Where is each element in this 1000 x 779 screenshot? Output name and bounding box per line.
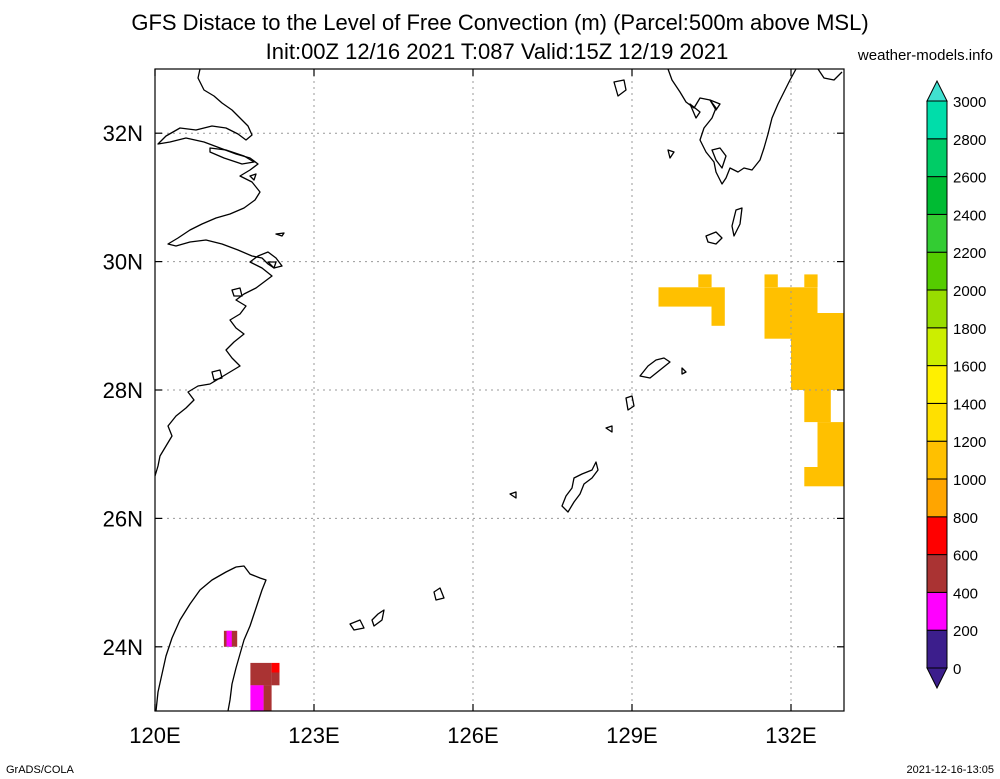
field-cell-3 — [764, 274, 778, 288]
colorbar-bin-4 — [926, 478, 948, 518]
coastlines — [154, 68, 843, 712]
colorbar-bin-0 — [926, 629, 948, 669]
field-cell-6 — [791, 313, 844, 390]
chart-title-line1: GFS Distace to the Level of Free Convect… — [131, 10, 868, 35]
coastline-tanegashima — [731, 207, 743, 237]
field-cell-2 — [711, 287, 725, 326]
coastline-kerama — [509, 491, 517, 499]
coastline-okinoerabu — [605, 425, 613, 433]
field-layer — [223, 274, 845, 711]
colorbar-label-12: 2400 — [953, 207, 986, 224]
coastline-amami — [639, 357, 687, 379]
colorbar-label-3: 600 — [953, 548, 978, 565]
colorbar-label-15: 3000 — [953, 94, 986, 111]
colorbar-bin-9 — [926, 289, 948, 329]
y-tick-label-4: 32N — [103, 121, 143, 146]
colorbar-label-11: 2200 — [953, 245, 986, 262]
colorbar-bin-10 — [926, 251, 948, 291]
coastline-miyako — [433, 587, 445, 601]
colorbar-bin-11 — [926, 213, 948, 253]
site-credit: weather-models.info — [857, 47, 993, 64]
colorbar-label-10: 2000 — [953, 283, 986, 300]
field-cell-0 — [658, 287, 712, 307]
field-cell-1 — [698, 274, 712, 288]
coastline-tokunoshima — [625, 395, 635, 411]
colorbar-label-6: 1200 — [953, 434, 986, 451]
field-cell-15 — [250, 685, 264, 711]
coastline-kyushu-bays — [689, 99, 727, 169]
colorbar-bin-8 — [926, 327, 948, 367]
colorbar-bin-12 — [926, 176, 948, 215]
colorbar-label-2: 400 — [953, 585, 978, 602]
coastline-taiwan — [155, 565, 267, 712]
colorbar-bin-13 — [926, 138, 948, 178]
colorbar: 0 200 400 600 800 1000 1200 1400 1600 1800 2000 220… — [926, 79, 986, 690]
field-cell-12 — [250, 662, 272, 686]
colorbar-label-9: 1800 — [953, 321, 986, 338]
x-tick-label-1: 123E — [288, 723, 339, 748]
colorbar-bin-2 — [926, 554, 948, 593]
x-tick-label-4: 132E — [765, 723, 816, 748]
chart-title-line2: Init:00Z 12/16 2021 T:087 Valid:15Z 12/1… — [266, 39, 729, 64]
coastline-okinawa — [561, 461, 599, 513]
field-cell-13 — [271, 672, 280, 686]
colorbar-bin-7 — [926, 365, 948, 404]
field-cell-11 — [226, 630, 232, 647]
coastline-yakushima — [705, 231, 723, 245]
coastline-shikoku-edge — [817, 68, 843, 81]
colorbar-bin-14 — [926, 100, 948, 140]
field-cell-16 — [263, 685, 272, 711]
field-cell-4 — [804, 274, 818, 288]
field-cell-7 — [804, 390, 831, 423]
colorbar-bin-1 — [926, 591, 948, 631]
colorbar-min-arrow — [926, 667, 948, 690]
coastline-goto — [613, 79, 675, 159]
colorbar-label-0: 0 — [953, 661, 961, 678]
x-tick-label-2: 126E — [447, 723, 498, 748]
colorbar-label-8: 1600 — [953, 359, 986, 376]
field-cell-14 — [271, 662, 280, 673]
y-tick-label-3: 30N — [103, 250, 143, 275]
y-tick-label-1: 26N — [103, 506, 143, 531]
colorbar-label-1: 200 — [953, 623, 978, 640]
coastline-kyushu — [667, 68, 797, 185]
x-tick-label-0: 120E — [129, 723, 180, 748]
colorbar-label-13: 2600 — [953, 170, 986, 187]
field-cell-9 — [804, 467, 845, 487]
coastline-iriomote — [349, 619, 365, 631]
axis-ticks: 120E 123E 126E 129E 132E 24N 26N 28N 30N 32N — [103, 69, 844, 748]
y-tick-label-2: 28N — [103, 378, 143, 403]
colorbar-label-7: 1400 — [953, 396, 986, 413]
coastline-zhoushan — [267, 232, 285, 269]
coastline-china-islands — [211, 173, 257, 381]
footer-right: 2021-12-16-13:05 — [907, 764, 994, 776]
colorbar-label-5: 1000 — [953, 472, 986, 489]
plot-area: 120E 123E 126E 129E 132E 24N 26N 28N 30N 32N — [103, 68, 845, 748]
colorbar-label-4: 800 — [953, 510, 978, 527]
colorbar-max-arrow — [926, 79, 948, 102]
y-tick-label-0: 24N — [103, 635, 143, 660]
field-cell-8 — [817, 422, 844, 467]
footer-left: GrADS/COLA — [6, 764, 75, 776]
coastline-china — [154, 68, 283, 477]
x-tick-label-3: 129E — [606, 723, 657, 748]
coastline-yangtze-island — [209, 147, 255, 165]
colorbar-bin-5 — [926, 440, 948, 480]
colorbar-label-14: 2800 — [953, 132, 986, 149]
colorbar-bin-3 — [926, 516, 948, 556]
colorbar-bin-6 — [926, 402, 948, 442]
coastline-ishigaki — [371, 609, 385, 627]
